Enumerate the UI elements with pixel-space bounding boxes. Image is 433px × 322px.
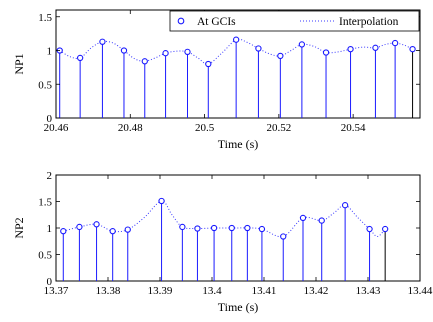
gci-marker [322, 49, 330, 56]
x-tick-label: 13.37 [44, 285, 69, 297]
xticks-np2: 13.37 13.38 13.39 13.4 13.41 13.42 13.43 13.44 [44, 175, 433, 297]
gci-marker [391, 39, 399, 47]
x-tick-label: 20.54 [341, 122, 366, 134]
x-tick-label: 13.4 [202, 285, 222, 297]
x-tick-label: 20.52 [266, 122, 291, 134]
stems-np2 [62, 200, 386, 281]
gci-marker [76, 54, 84, 62]
gci-marker [228, 224, 235, 232]
x-tick-label: 20.5 [195, 122, 215, 134]
x-tick-label: 13.44 [408, 285, 433, 297]
gci-marker [232, 36, 240, 43]
xticks-np1: 20.46 20.48 20.5 20.52 20.54 [44, 10, 366, 134]
gci-marker [76, 223, 83, 231]
x-tick-label: 20.46 [44, 122, 69, 134]
gci-marker [244, 224, 251, 232]
y-tick-label: 0.5 [38, 250, 52, 262]
gci-marker [341, 202, 349, 209]
gci-marker [184, 48, 191, 55]
gci-marker [93, 221, 100, 228]
chart-np1: 20.46 20.48 20.5 20.52 20.54 0 0.5 1 1.5 Time (… [12, 9, 421, 151]
gci-marker [194, 225, 201, 232]
gci-marker [372, 44, 379, 51]
y-tick-label: 0.5 [38, 79, 52, 91]
gci-marker [299, 214, 307, 222]
gci-marker [205, 60, 212, 68]
y-tick-label: 1.5 [38, 12, 52, 24]
gci-marker [318, 217, 325, 224]
gci-marker [347, 46, 354, 53]
gci-marker [158, 197, 165, 205]
gci-marker [120, 47, 128, 54]
gci-marker [60, 228, 67, 235]
y-axis-label-np2: NP2 [12, 217, 26, 238]
gci-marker [99, 38, 106, 45]
markers-np2 [60, 197, 389, 240]
gci-marker [141, 58, 148, 65]
gci-marker [277, 52, 284, 60]
x-tick-label: 13.43 [356, 285, 381, 297]
x-tick-label: 20.48 [118, 122, 143, 134]
x-tick-label: 13.39 [148, 285, 173, 297]
y-tick-label: 1 [47, 223, 53, 235]
gci-marker [124, 226, 131, 233]
legend-box [169, 10, 420, 32]
gci-marker [366, 225, 373, 233]
gci-marker [162, 50, 169, 57]
gci-marker [210, 224, 218, 232]
gci-marker [382, 225, 389, 233]
yticks-np2: 0 0.5 1 1.5 2 [38, 170, 420, 288]
yticks-np1: 0 0.5 1 1.5 [38, 12, 420, 125]
gci-marker [409, 46, 416, 53]
x-tick-label: 13.41 [252, 285, 277, 297]
stems-np1 [59, 39, 414, 118]
gci-marker [258, 225, 266, 233]
legend-marker-circle [177, 17, 185, 25]
y-tick-label: 1.5 [38, 197, 52, 209]
y-axis-label-np1: NP1 [12, 53, 26, 74]
gci-marker [298, 41, 306, 48]
gci-marker [179, 223, 186, 231]
chart-np2: 13.37 13.38 13.39 13.4 13.41 13.42 13.43 13.44 … [12, 170, 433, 314]
legend-label-interpolation: Interpolation [339, 16, 399, 28]
markers-np1 [56, 36, 416, 68]
x-axis-label-np1: Time (s) [218, 137, 259, 151]
y-tick-label: 2 [47, 170, 53, 182]
x-axis-label-np2: Time (s) [218, 300, 259, 314]
legend: At GCIs Interpolation [169, 10, 420, 32]
y-tick-label: 1 [47, 46, 53, 58]
gci-marker [255, 45, 262, 52]
x-tick-label: 13.38 [96, 285, 121, 297]
x-tick-label: 13.42 [304, 285, 329, 297]
gci-marker [109, 228, 116, 235]
y-tick-label: 0 [47, 276, 53, 288]
legend-label-gcis: At GCIs [197, 16, 236, 28]
gci-marker [280, 233, 287, 240]
y-tick-label: 0 [47, 113, 53, 125]
